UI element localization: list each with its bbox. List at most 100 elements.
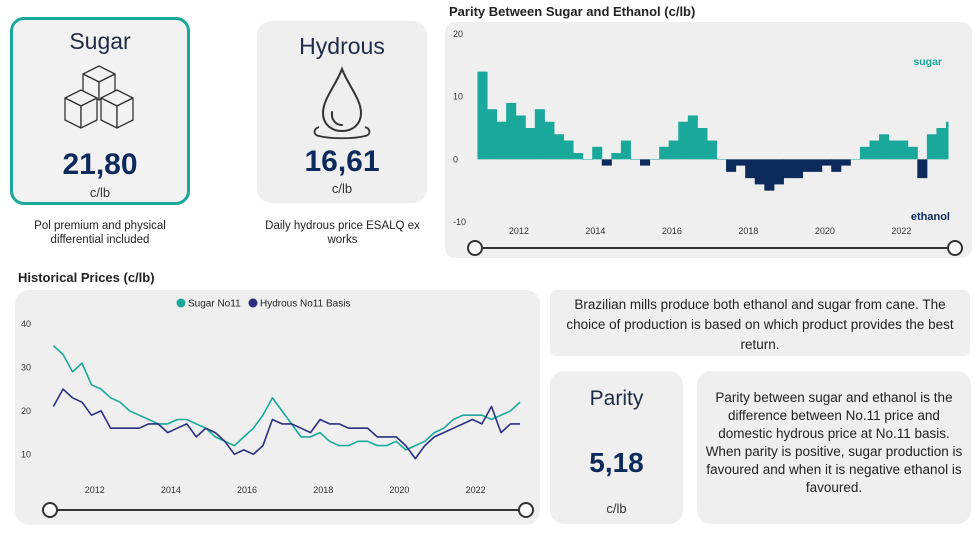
parity-unit: c/lb [606, 501, 627, 516]
parity-x-tick-label: 2016 [662, 226, 682, 236]
historical-y-tick-label: 10 [21, 449, 31, 459]
parity-ethanol-area-segment [802, 159, 813, 172]
parity-x-tick-label: 2014 [585, 226, 605, 236]
parity-sugar-area-segment [879, 134, 890, 160]
legend-sugar-marker [176, 298, 186, 308]
historical-y-tick-label: 40 [21, 319, 31, 329]
parity-sugar-area-segment [553, 134, 565, 160]
parity-sugar-area-segment [563, 140, 574, 160]
parity-sugar-area-segment [869, 140, 880, 160]
parity-ethanol-area-segment [783, 159, 794, 179]
historical-x-tick-label: 2018 [313, 485, 333, 495]
historical-x-tick-label: 2020 [389, 485, 409, 495]
parity-sugar-area-segment [620, 140, 631, 160]
sugar-title: Sugar [69, 28, 131, 54]
parity-chart-panel: 20 10 0 -10 2012 2014 2016 2018 2020 2022 sugar eth… [445, 22, 972, 258]
sugar-price-unit: c/lb [89, 185, 111, 200]
parity-x-tick-label: 2018 [738, 226, 758, 236]
sugar-kpi-card[interactable]: Sugar 21,80 c/lb [10, 17, 190, 205]
parity-sugar-area-segment [697, 128, 708, 160]
parity-y-tick-label: 20 [453, 29, 463, 39]
legend-sugar-label: Sugar No11 [188, 299, 241, 310]
sugar-series-line [52, 345, 521, 451]
water-drop-icon [313, 66, 371, 140]
parity-sugar-area-segment [611, 153, 622, 160]
parity-explanation-box: Parity between sugar and ethanol is the … [697, 371, 971, 524]
parity-sugar-area-segment [659, 146, 670, 160]
parity-title: Parity [589, 387, 644, 410]
parity-sugar-area-segment [477, 71, 488, 160]
sugar-cubes-icon [64, 65, 134, 129]
parity-y-tick-label: -10 [453, 217, 466, 227]
parity-sugar-area-segment [515, 115, 526, 160]
parity-sugar-area-segment [668, 140, 679, 160]
parity-ethanol-area-segment [640, 159, 651, 166]
historical-chart-title: Historical Prices (c/lb) [18, 270, 155, 285]
historical-x-tick-label: 2014 [161, 485, 181, 495]
parity-ethanol-area-segment [726, 159, 737, 172]
sugar-caption: Pol premium and physical differential in… [34, 220, 166, 246]
parity-sugar-area-segment [544, 121, 555, 160]
parity-sugar-area-segment [850, 159, 861, 160]
historical-x-tick-label: 2012 [85, 485, 105, 495]
parity-sugar-area-segment [506, 102, 517, 160]
parity-sugar-area-segment [496, 121, 507, 160]
parity-ethanol-area-segment [745, 159, 756, 179]
parity-y-tick-label: 10 [453, 92, 463, 102]
range-slider-start-handle[interactable] [467, 240, 483, 256]
parity-sugar-area-segment [592, 146, 603, 160]
hydrous-kpi-card[interactable]: Hydrous 16,61 c/lb [257, 21, 427, 203]
parity-sugar-area-segment [907, 146, 918, 160]
hydrous-price-unit: c/lb [331, 181, 353, 196]
parity-sugar-area-segment [582, 159, 593, 160]
range-slider-start-handle[interactable] [42, 502, 58, 518]
parity-ethanol-area-segment [831, 159, 842, 172]
parity-sugar-area-segment [678, 121, 689, 160]
parity-kpi-card[interactable]: Parity 5,18 c/lb [550, 371, 683, 524]
parity-sugar-area-segment [936, 128, 947, 160]
legend-hydrous-marker [248, 298, 258, 308]
legend-hydrous-label: Hydrous No11 Basis [260, 299, 350, 310]
parity-x-tick-label: 2012 [509, 226, 529, 236]
historical-y-tick-label: 20 [21, 406, 31, 416]
parity-sugar-area-segment [706, 140, 718, 160]
parity-chart: 20 10 0 -10 2012 2014 2016 2018 2020 2022 sugar eth… [453, 29, 963, 256]
ethanol-annotation: ethanol [911, 211, 950, 223]
parity-sugar-area-segment [859, 146, 870, 160]
parity-ethanol-area-segment [764, 159, 775, 191]
hydrous-title: Hydrous [299, 33, 385, 59]
parity-sugar-area-segment [898, 140, 909, 160]
parity-ethanol-area-segment [735, 159, 746, 166]
sugar-annotation: sugar [913, 56, 942, 68]
parity-sugar-area-segment [945, 121, 949, 160]
parity-y-tick-label: 0 [453, 154, 458, 164]
sugar-price-value: 21,80 [62, 148, 138, 181]
parity-sugar-area-segment [888, 140, 899, 160]
range-slider-end-handle[interactable] [518, 502, 534, 518]
historical-y-tick-label: 30 [21, 362, 31, 372]
parity-x-tick-label: 2020 [815, 226, 835, 236]
parity-ethanol-area-segment [917, 159, 928, 179]
parity-sugar-area-segment [630, 159, 641, 160]
parity-ethanol-area-segment [840, 159, 851, 166]
parity-sugar-area-segment [573, 153, 584, 160]
parity-explanation-text: Parity between sugar and ethanol is the … [705, 390, 963, 495]
parity-ethanol-area-segment [821, 159, 832, 166]
parity-ethanol-area-segment [793, 159, 804, 179]
parity-sugar-area-segment [525, 128, 536, 160]
parity-ethanol-area-segment [601, 159, 612, 166]
range-slider-end-handle[interactable] [947, 240, 963, 256]
parity-sugar-area-segment [926, 134, 937, 160]
production-info-box: Brazilian mills produce both ethanol and… [550, 290, 970, 356]
parity-chart-title: Parity Between Sugar and Ethanol (c/lb) [449, 4, 696, 19]
parity-value: 5,18 [589, 447, 644, 478]
parity-sugar-area-segment [687, 115, 698, 160]
hydrous-series-line [52, 388, 520, 460]
hydrous-caption: Daily hydrous price ESALQ ex works [265, 220, 420, 246]
hydrous-price-value: 16,61 [304, 145, 380, 178]
parity-sugar-area-segment [649, 159, 660, 160]
parity-ethanol-area-segment [812, 159, 823, 172]
parity-x-tick-label: 2022 [891, 226, 911, 236]
parity-ethanol-area-segment [754, 159, 765, 185]
